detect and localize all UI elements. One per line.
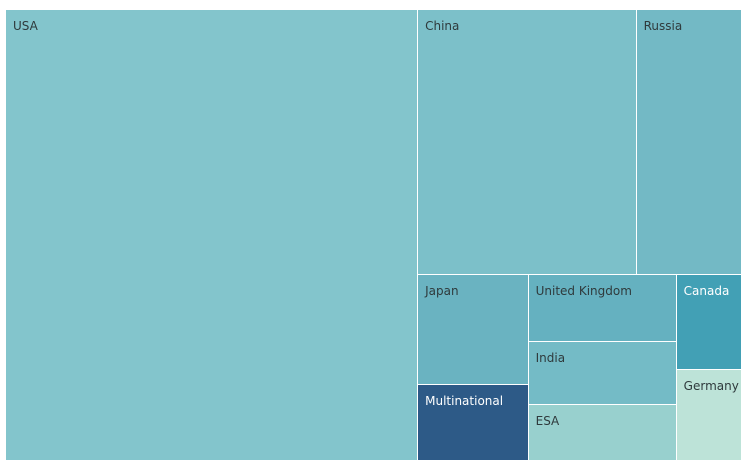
treemap-cell-canada[interactable]: Canada [676,275,741,369]
treemap-label-japan: Japan [425,284,459,299]
treemap-cell-usa[interactable]: USA [6,10,418,460]
treemap-label-russia: Russia [643,19,683,33]
treemap-cell-united-kingdom[interactable]: United Kingdom [528,275,676,342]
treemap-label-usa: USA [13,19,38,33]
treemap-label-india: India [535,351,566,366]
treemap-cell-japan[interactable]: Japan [418,275,528,385]
treemap-label-china: China [425,19,460,33]
treemap-cell-multinational[interactable]: Multinational [418,385,528,460]
treemap-label-canada: Canada [683,284,730,299]
treemap-cell-esa[interactable]: ESA [528,405,676,460]
treemap-label-esa: ESA [535,414,560,429]
treemap-cell-russia[interactable]: Russia [636,10,741,275]
treemap-label-united-kingdom: United Kingdom [535,284,632,299]
treemap-cell-china[interactable]: China [418,10,636,275]
treemap-cell-india[interactable]: India [528,342,676,405]
treemap-cell-germany[interactable]: Germany [676,369,741,460]
treemap-label-multinational: Multinational [425,394,504,409]
treemap-label-germany: Germany [683,378,739,393]
